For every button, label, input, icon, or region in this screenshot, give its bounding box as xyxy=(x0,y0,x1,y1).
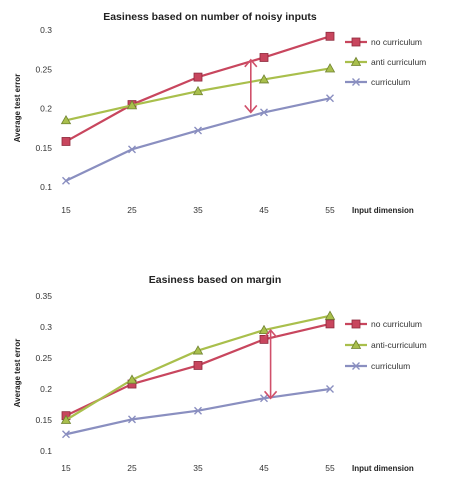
y-tick-label: 0.1 xyxy=(40,446,52,456)
y-axis-label: Average test error xyxy=(13,339,22,408)
legend-label: anti-curriculum xyxy=(371,340,427,350)
data-point xyxy=(60,114,72,125)
legend-label: anti curriculum xyxy=(371,57,426,67)
data-point xyxy=(126,100,138,110)
data-point xyxy=(258,74,270,84)
y-tick-label: 0.35 xyxy=(35,291,52,301)
data-point xyxy=(192,345,204,355)
data-point xyxy=(258,324,270,334)
data-point xyxy=(61,137,71,146)
x-axis-label: Input dimension xyxy=(352,464,414,473)
y-tick-label: 0.1 xyxy=(40,182,52,192)
legend-marker xyxy=(350,339,362,349)
y-tick-label: 0.2 xyxy=(40,384,52,394)
legend-label: curriculum xyxy=(371,77,410,87)
y-tick-label: 0.2 xyxy=(40,104,52,114)
data-point xyxy=(260,394,268,403)
annotation-arrow-head xyxy=(263,328,278,338)
data-point xyxy=(193,72,203,82)
x-tick-label: 35 xyxy=(193,205,203,215)
y-tick-label: 0.3 xyxy=(40,322,52,332)
data-point xyxy=(324,63,336,73)
legend-marker xyxy=(351,37,361,47)
x-tick-label: 45 xyxy=(259,463,269,473)
legend-marker xyxy=(352,78,360,86)
x-tick-label: 25 xyxy=(127,463,137,473)
data-point xyxy=(325,31,335,41)
data-point xyxy=(62,176,70,185)
data-point xyxy=(326,94,334,103)
x-axis-label: Input dimension xyxy=(352,206,414,215)
data-point xyxy=(324,310,336,320)
legend-marker xyxy=(351,319,361,329)
data-point xyxy=(325,319,335,329)
chart-noisy-inputs: Easiness based on number of noisy inputs… xyxy=(13,11,426,215)
data-point xyxy=(126,374,138,384)
data-point xyxy=(194,406,202,415)
data-point xyxy=(193,361,203,370)
y-axis-label: Average test error xyxy=(13,74,22,143)
data-point xyxy=(62,430,70,439)
data-point xyxy=(60,414,72,424)
data-point xyxy=(128,415,136,424)
data-point xyxy=(192,85,204,96)
data-point xyxy=(194,126,202,135)
x-tick-label: 45 xyxy=(259,205,269,215)
data-point xyxy=(326,385,334,393)
data-point xyxy=(259,53,269,62)
y-tick-label: 0.25 xyxy=(35,353,52,363)
chart-margin: Easiness based on margin 0.1 0.15 0.2 0.25 0.… xyxy=(13,274,427,473)
data-point xyxy=(128,145,136,154)
x-tick-label: 55 xyxy=(325,205,335,215)
annotation-arrow-head xyxy=(244,58,258,68)
y-tick-label: 0.25 xyxy=(35,64,52,74)
x-tick-label: 55 xyxy=(325,463,335,473)
x-tick-label: 15 xyxy=(61,205,71,215)
legend-label: no curriculum xyxy=(371,319,422,329)
x-tick-label: 35 xyxy=(193,463,203,473)
y-tick-label: 0.15 xyxy=(35,143,52,153)
annotation-arrow-head xyxy=(263,390,278,400)
data-point xyxy=(259,334,269,344)
data-point xyxy=(260,108,268,117)
legend-marker xyxy=(350,56,362,66)
y-tick-label: 0.15 xyxy=(35,415,52,425)
y-tick-label: 0.3 xyxy=(40,25,52,35)
legend-marker xyxy=(352,362,360,370)
legend-label: curriculum xyxy=(371,361,410,371)
chart-title: Easiness based on number of noisy inputs xyxy=(103,11,317,23)
x-tick-label: 15 xyxy=(61,463,71,473)
legend-label: no curriculum xyxy=(371,37,422,47)
x-tick-label: 25 xyxy=(127,205,137,215)
chart-title: Easiness based on margin xyxy=(149,274,281,286)
annotation-arrow-head xyxy=(244,104,258,114)
